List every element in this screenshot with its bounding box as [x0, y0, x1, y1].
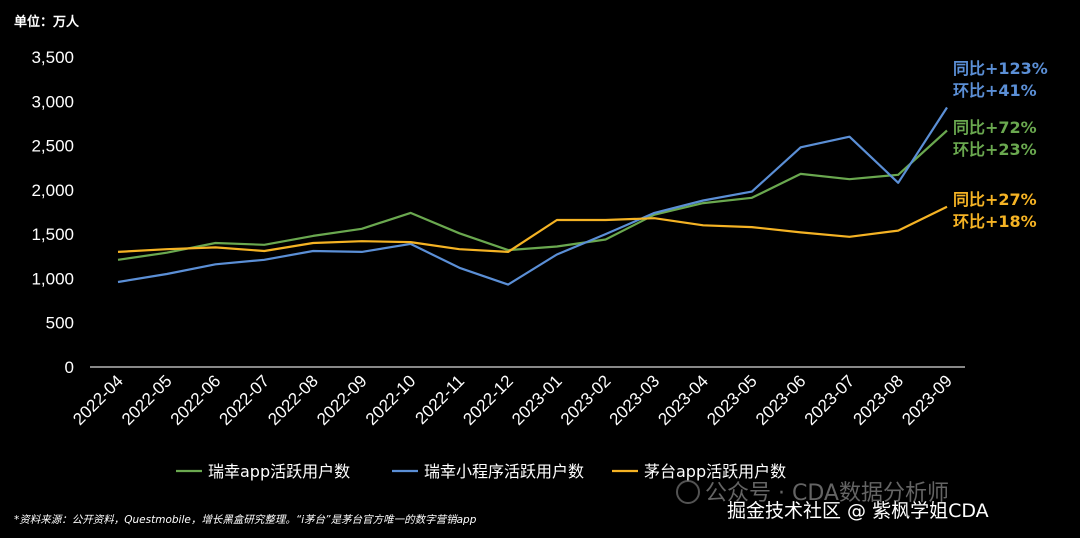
- y-tick-label: 0: [65, 358, 74, 377]
- legend-label: 茅台app活跃用户数: [644, 462, 786, 481]
- y-tick-label: 3,000: [31, 92, 74, 111]
- x-tick-label: 2022-07: [216, 371, 274, 429]
- watermark-main: 掘金技术社区 @ 紫枫学姐CDA: [727, 500, 989, 522]
- x-tick-label: 2023-09: [898, 371, 956, 429]
- y-tick-label: 1,500: [31, 225, 74, 244]
- x-tick-label: 2022-09: [313, 371, 371, 429]
- x-tick-label: 2023-07: [801, 371, 859, 429]
- y-tick-label: 500: [46, 314, 74, 333]
- watermark-faded: 公众号 · CDA数据分析师: [705, 481, 949, 506]
- series-line: [117, 205, 948, 253]
- y-tick-label: 2,500: [31, 137, 74, 156]
- x-tick-label: 2023-08: [850, 371, 908, 429]
- y-axis: 3,500 3,000 2,500 2,000 1,500 1,000 500 0: [31, 48, 74, 377]
- legend: 瑞幸app活跃用户数 瑞幸小程序活跃用户数 茅台app活跃用户数: [176, 462, 786, 481]
- y-tick-label: 2,000: [31, 181, 74, 200]
- x-axis: 2022-042022-052022-062022-072022-082022-…: [69, 371, 956, 429]
- x-tick-label: 2022-05: [118, 371, 176, 429]
- x-tick-label: 2023-06: [752, 371, 810, 429]
- x-tick-label: 2022-08: [264, 371, 322, 429]
- y-tick-label: 1,000: [31, 269, 74, 288]
- annotation-label: 同比+27%: [953, 190, 1037, 209]
- annotation-label: 同比+72%: [953, 118, 1037, 137]
- x-tick-label: 2023-05: [703, 371, 761, 429]
- x-tick-label: 2022-12: [459, 371, 517, 429]
- series-line: [117, 106, 948, 286]
- annotations: 同比+123% 环比+41% 同比+72% 环比+23% 同比+27% 环比+18%: [953, 59, 1048, 231]
- unit-label: 单位：万人: [14, 14, 80, 30]
- x-tick-label: 2022-04: [69, 371, 127, 429]
- legend-label: 瑞幸小程序活跃用户数: [424, 462, 584, 481]
- series-group: [117, 106, 948, 286]
- x-tick-label: 2022-06: [167, 371, 225, 429]
- annotation-label: 环比+18%: [953, 212, 1037, 231]
- y-tick-label: 3,500: [31, 48, 74, 67]
- annotation-label: 同比+123%: [953, 59, 1048, 78]
- x-tick-label: 2023-04: [654, 371, 712, 429]
- wechat-icon: [676, 480, 700, 504]
- watermark: 公众号 · CDA数据分析师 掘金技术社区 @ 紫枫学姐CDA: [676, 480, 989, 522]
- x-tick-label: 2022-11: [412, 371, 469, 428]
- x-tick-label: 2023-03: [606, 371, 664, 429]
- x-tick-label: 2022-10: [362, 371, 420, 429]
- legend-label: 瑞幸app活跃用户数: [208, 462, 350, 481]
- annotation-label: 环比+23%: [953, 140, 1037, 159]
- source-note: *资料来源：公开资料，Questmobile，增长黑盒研究整理。“i茅台”是茅台…: [14, 514, 477, 526]
- series-line: [117, 129, 948, 261]
- annotation-label: 环比+41%: [953, 81, 1037, 100]
- x-tick-label: 2023-02: [557, 371, 615, 429]
- x-tick-label: 2023-01: [508, 371, 566, 429]
